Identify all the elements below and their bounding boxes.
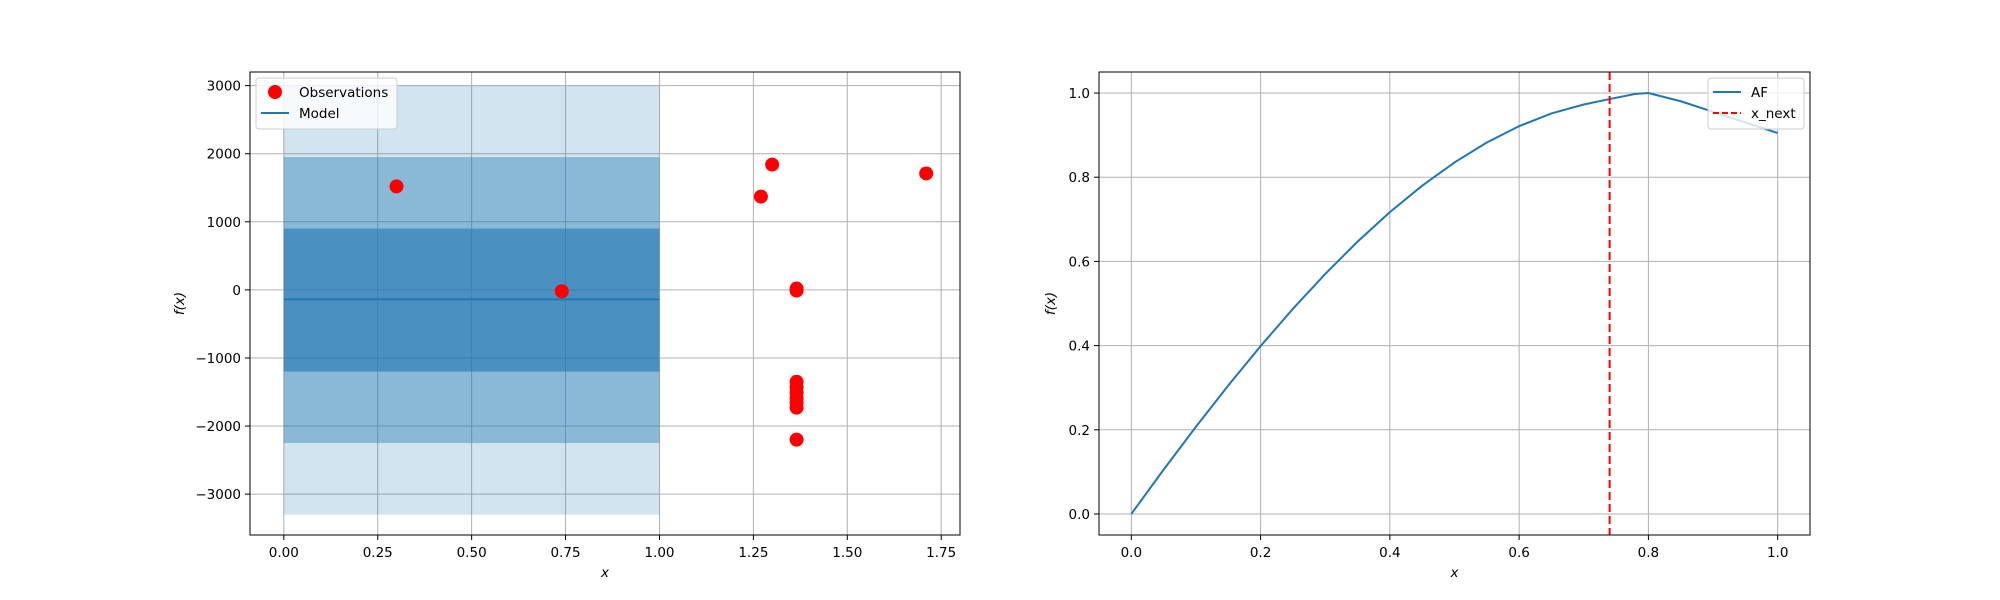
left-y-tick-label: 0 [232, 283, 241, 299]
right-legend-box [1707, 77, 1805, 130]
right-y-tick-label: 0.0 [1069, 507, 1090, 523]
right-y-ticks: 0.0 0.2 0.4 0.6 0.8 1.0 [1069, 86, 1099, 523]
left-y-tick-label: −3000 [195, 487, 241, 503]
right-y-tick-label: 0.6 [1069, 254, 1090, 270]
left-x-tick-label: 1.25 [738, 545, 768, 561]
left-y-tick-label: 3000 [207, 79, 241, 95]
left-x-ticks: 0.00 0.25 0.50 0.75 1.00 1.25 1.50 1.75 [269, 535, 956, 561]
left-x-tick-label: 0.00 [269, 545, 299, 561]
right-y-axis-label: f(x) [1043, 292, 1059, 315]
left-y-tick-label: −1000 [195, 351, 241, 367]
right-x-tick-label: 0.2 [1250, 545, 1271, 561]
left-chart: 0.00 0.25 0.50 0.75 1.00 1.25 1.50 1.75 −3000 −2… [172, 71, 961, 581]
right-y-tick-label: 0.2 [1069, 423, 1090, 439]
right-y-tick-label: 0.8 [1069, 170, 1090, 186]
left-observation-point [789, 283, 804, 298]
left-legend-marker-observations [268, 85, 282, 99]
left-observation-point [389, 179, 404, 194]
right-x-tick-label: 0.6 [1508, 545, 1529, 561]
left-axes-frame [249, 71, 961, 536]
left-legend: Observations Model [255, 77, 398, 130]
right-x-tick-label: 0.4 [1379, 545, 1400, 561]
left-x-tick-label: 0.75 [551, 545, 581, 561]
left-observation-point [919, 166, 934, 181]
left-legend-box [255, 77, 398, 130]
left-observations [389, 157, 934, 447]
right-x-tick-label: 1.0 [1767, 545, 1788, 561]
left-observation-point [753, 189, 768, 204]
right-lines [1130, 72, 1778, 535]
left-legend-label-observations: Observations [299, 85, 388, 101]
left-x-tick-label: 0.50 [457, 545, 487, 561]
right-axes-frame [1098, 71, 1811, 536]
left-observation-point [789, 432, 804, 447]
right-legend: AF x_next [1707, 77, 1805, 130]
right-chart: 0.0 0.2 0.4 0.6 0.8 1.0 0.00.20.40.60.81.0 x … [1043, 71, 1811, 581]
left-observation-point [765, 157, 780, 172]
left-x-axis-label: x [600, 565, 610, 581]
left-y-tick-label: −2000 [195, 419, 241, 435]
right-y-tick-label: 1.0 [1069, 86, 1090, 102]
right-legend-label-x-next: x_next [1751, 106, 1796, 122]
right-x-tick-label: 0.0 [1121, 545, 1142, 561]
right-x-ticks: 0.0 0.2 0.4 0.6 0.8 1.0 [1121, 535, 1788, 561]
right-y-tick-label: 0.4 [1069, 339, 1090, 355]
left-y-tick-label: 2000 [207, 147, 241, 163]
left-observation-point [789, 400, 804, 415]
left-x-tick-label: 1.50 [832, 545, 862, 561]
right-x-axis-label: x [1450, 565, 1460, 581]
right-x-tick-label: 0.8 [1638, 545, 1659, 561]
left-y-tick-label: 1000 [207, 215, 241, 231]
left-observation-point [554, 284, 569, 299]
left-x-tick-label: 0.25 [363, 545, 393, 561]
right-legend-label-af: AF [1751, 85, 1768, 101]
left-x-tick-label: 1.75 [926, 545, 956, 561]
left-legend-label-model: Model [299, 106, 340, 122]
left-y-axis-label: f(x) [172, 292, 188, 315]
right-grid [1099, 72, 1810, 535]
left-x-tick-label: 1.00 [644, 545, 674, 561]
left-y-ticks: −3000 −2000 −1000 0 1000 2000 3000 [195, 79, 250, 503]
right-series-af-line [1130, 92, 1778, 515]
